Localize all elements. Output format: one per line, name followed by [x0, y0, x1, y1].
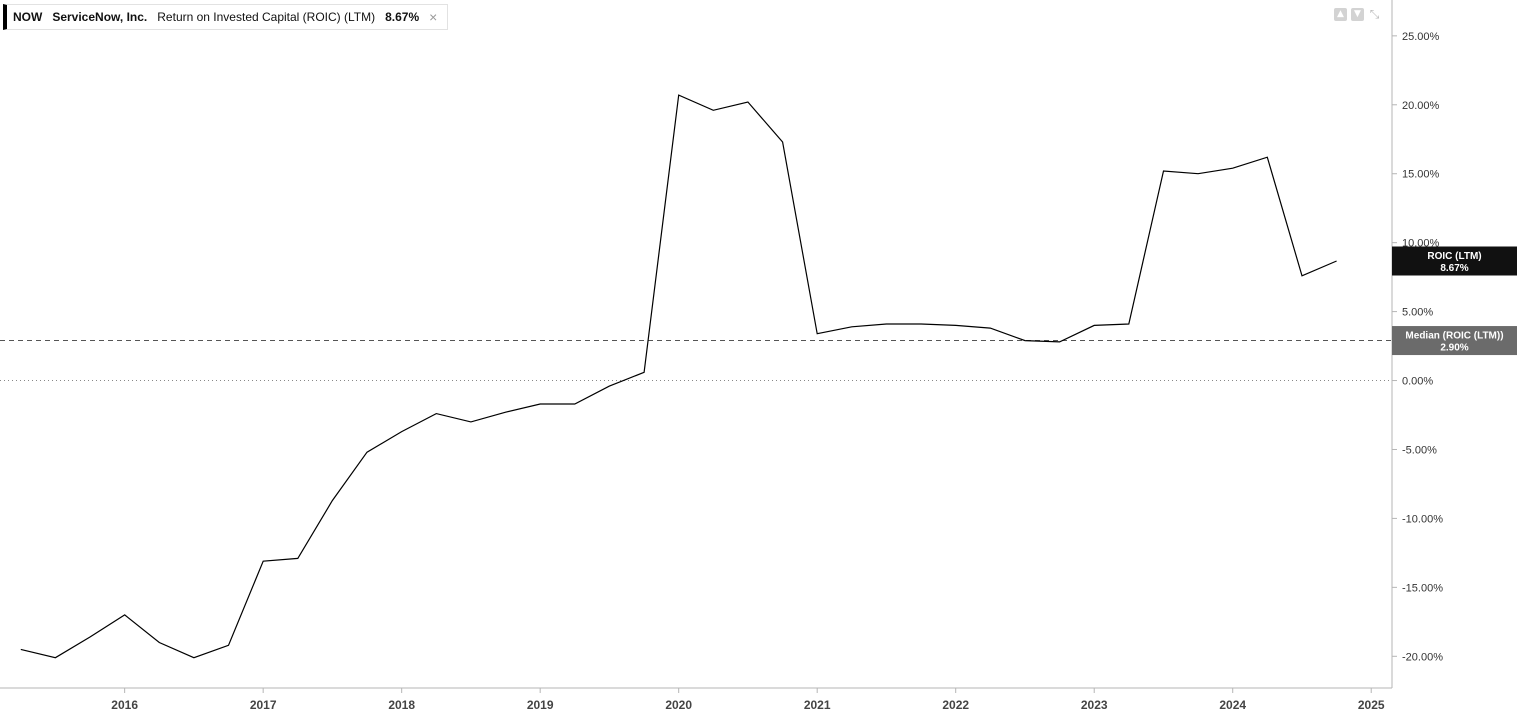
series-group [19, 94, 1338, 659]
data-point [1335, 259, 1338, 262]
x-tick-label: 2017 [250, 698, 277, 712]
data-point [1127, 323, 1130, 326]
badge-label: Median (ROIC (LTM)) [1405, 331, 1503, 342]
data-point [89, 635, 92, 638]
data-point [158, 641, 161, 644]
data-point [296, 557, 299, 560]
collapse-icon[interactable]: ⤡ [1369, 7, 1380, 21]
x-tick-label: 2023 [1081, 698, 1108, 712]
legend-metric: Return on Invested Capital (ROIC) (LTM) [157, 10, 376, 24]
data-point [123, 613, 126, 616]
close-icon[interactable]: × [429, 9, 438, 25]
y-tick-label: -10.00% [1402, 513, 1443, 525]
y-tick-label: 0.00% [1402, 376, 1433, 388]
x-tick-label: 2020 [665, 698, 692, 712]
data-point [954, 324, 957, 327]
data-point [746, 101, 749, 104]
data-point [712, 109, 715, 112]
data-point [539, 402, 542, 405]
y-tick-label: 25.00% [1402, 31, 1440, 43]
data-point [504, 411, 507, 414]
series-line [20, 94, 1337, 659]
x-tick-label: 2016 [111, 698, 138, 712]
data-point [54, 656, 57, 659]
median-badge: Median (ROIC (LTM))2.90% [1392, 326, 1517, 356]
data-point [262, 560, 265, 563]
chart-toolbar: ▲ ▼ ⤡ [1334, 8, 1381, 21]
value-badges: ROIC (LTM)8.67% Median (ROIC (LTM))2.90% [1392, 246, 1517, 356]
legend-company: ServiceNow, Inc. [52, 10, 148, 24]
x-tick-label: 2018 [388, 698, 415, 712]
data-point [19, 648, 22, 651]
data-point [435, 412, 438, 415]
data-point [677, 94, 680, 97]
data-point [1162, 169, 1165, 172]
x-tick-label: 2019 [527, 698, 554, 712]
data-point [573, 402, 576, 405]
data-point [469, 420, 472, 423]
badge-background [1392, 246, 1517, 276]
x-tick-label: 2024 [1219, 698, 1246, 712]
y-tick-label: -5.00% [1402, 444, 1437, 456]
data-point [1058, 340, 1061, 343]
data-point [989, 327, 992, 330]
data-point [400, 430, 403, 433]
y-tick-label: 15.00% [1402, 169, 1440, 181]
data-point [1093, 324, 1096, 327]
data-point [781, 141, 784, 144]
data-point [192, 656, 195, 659]
data-point [1300, 274, 1303, 277]
data-point [920, 323, 923, 326]
y-tick-label: -15.00% [1402, 582, 1443, 594]
data-point [608, 385, 611, 388]
series-legend: NOW ServiceNow, Inc. Return on Invested … [3, 4, 449, 30]
data-point [643, 371, 646, 374]
badge-label: ROIC (LTM) [1427, 251, 1481, 262]
data-point [885, 323, 888, 326]
y-tick-label: 5.00% [1402, 307, 1433, 319]
badge-value: 8.67% [1440, 263, 1468, 274]
x-axis: 2016 2017 2018 2019 2020 2021 2022 2023 2024 2025 [0, 687, 1392, 712]
x-tick-label: 2022 [942, 698, 969, 712]
reference-lines [0, 340, 1392, 382]
data-point [227, 644, 230, 647]
legend-ticker: NOW [13, 10, 43, 24]
badge-value: 2.90% [1440, 343, 1468, 354]
legend-value: 8.67% [385, 10, 420, 24]
arrow-up-icon[interactable]: ▲ [1334, 8, 1347, 21]
x-tick-label: 2025 [1358, 698, 1385, 712]
data-point [1231, 167, 1234, 170]
roic-badge: ROIC (LTM)8.67% [1392, 246, 1517, 276]
data-point [1266, 156, 1269, 159]
y-tick-label: 20.00% [1402, 100, 1440, 112]
data-point [1023, 339, 1026, 342]
data-point [850, 325, 853, 328]
y-tick-label: -20.00% [1402, 651, 1443, 663]
arrow-down-icon[interactable]: ▼ [1351, 8, 1364, 21]
data-point [816, 332, 819, 335]
badge-background [1392, 326, 1517, 356]
x-tick-label: 2021 [804, 698, 831, 712]
data-point [366, 451, 369, 454]
data-point [331, 499, 334, 502]
data-point [1197, 172, 1200, 175]
